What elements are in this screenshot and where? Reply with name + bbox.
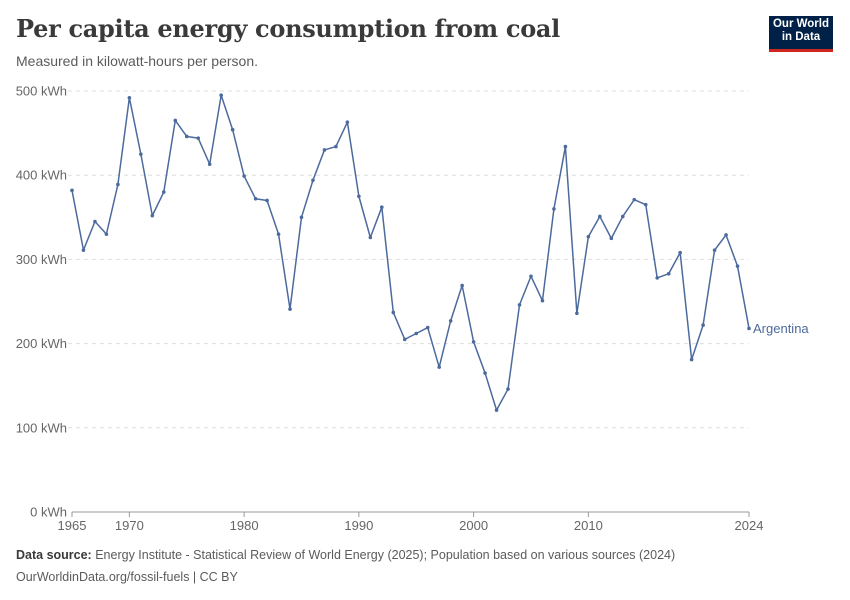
data-point	[219, 93, 223, 98]
data-point	[150, 213, 155, 218]
data-point	[70, 188, 74, 193]
data-point	[735, 264, 740, 268]
data-points	[70, 93, 751, 412]
x-axis-ticks: 1965 1970 1980 1990 2000 2010 2024	[58, 512, 764, 533]
data-point	[414, 331, 419, 336]
data-point	[276, 232, 281, 236]
data-source-label: Data source:	[16, 548, 92, 562]
data-point	[448, 319, 453, 323]
data-point	[196, 136, 201, 140]
data-point	[517, 303, 522, 307]
x-tick-label: 2024	[735, 518, 764, 533]
data-point	[162, 190, 166, 194]
data-point	[678, 250, 682, 255]
data-point	[357, 194, 361, 199]
data-point	[724, 233, 728, 237]
data-point	[471, 340, 476, 344]
data-point	[93, 219, 97, 224]
data-point	[288, 307, 292, 311]
data-point	[116, 182, 120, 187]
data-point	[334, 144, 338, 149]
data-point	[540, 298, 545, 303]
chart-title: Per capita energy consumption from coal	[16, 14, 560, 43]
x-tick-label: 1990	[344, 518, 373, 533]
y-tick-label: 200 kWh	[16, 336, 67, 351]
logo-line-2: in Data	[781, 31, 821, 43]
data-point	[494, 408, 499, 412]
data-point	[747, 326, 751, 331]
data-point	[391, 310, 396, 315]
y-tick-label: 100 kWh	[16, 420, 67, 435]
x-tick-label: 1965	[58, 518, 87, 533]
data-point	[529, 274, 533, 279]
data-point	[712, 248, 717, 252]
data-point	[609, 236, 614, 241]
data-point	[299, 215, 304, 220]
data-point	[253, 196, 258, 201]
data-point	[184, 134, 189, 139]
data-point	[689, 357, 694, 362]
data-point	[173, 118, 178, 123]
data-point	[598, 214, 602, 219]
y-axis-ticks: 0 kWh 100 kWh 200 kWh 300 kWh 400 kWh 500 kWh	[16, 84, 67, 520]
data-point	[655, 276, 659, 280]
series-labels: Argentina	[753, 321, 809, 336]
y-tick-label: 500 kWh	[16, 84, 67, 99]
data-point	[380, 205, 384, 209]
data-point	[506, 387, 510, 391]
data-point	[311, 178, 315, 183]
data-point	[666, 271, 671, 276]
data-point	[632, 197, 637, 202]
data-point	[701, 323, 705, 327]
series-label: Argentina	[753, 321, 809, 336]
data-point	[139, 152, 143, 156]
x-tick-label: 2000	[459, 518, 488, 533]
x-tick-label: 2010	[574, 518, 603, 533]
data-point	[345, 120, 350, 124]
data-point	[242, 174, 246, 178]
data-source-text: Energy Institute - Statistical Review of…	[91, 548, 676, 562]
data-point	[207, 162, 212, 167]
data-point	[460, 283, 464, 288]
data-point	[643, 202, 648, 207]
x-tick-label: 1970	[115, 518, 144, 533]
data-point	[104, 232, 109, 236]
data-point	[265, 198, 269, 203]
owid-logo[interactable]: Our World in Data	[769, 16, 833, 52]
data-point	[81, 248, 86, 252]
license-link[interactable]: OurWorldinData.org/fossil-fuels | CC BY	[16, 570, 238, 584]
data-source-footer: Data source: Energy Institute - Statisti…	[16, 548, 675, 562]
data-point	[437, 365, 441, 369]
data-point	[552, 207, 556, 211]
chart-subtitle: Measured in kilowatt-hours per person.	[16, 53, 259, 69]
x-tick-label: 1980	[230, 518, 259, 533]
y-tick-label: 300 kWh	[16, 252, 67, 267]
data-point	[230, 127, 235, 132]
data-point	[575, 311, 579, 316]
data-point	[620, 214, 625, 219]
logo-line-1: Our World	[772, 18, 829, 30]
data-point	[322, 148, 327, 152]
series-lines[interactable]	[71, 94, 750, 411]
data-point	[127, 95, 132, 100]
y-tick-label: 0 kWh	[30, 505, 67, 520]
data-point	[368, 235, 373, 240]
y-tick-label: 400 kWh	[16, 168, 67, 183]
data-point	[563, 144, 568, 149]
grid-lines	[68, 90, 749, 513]
data-point	[483, 371, 487, 375]
series-line-argentina[interactable]	[71, 94, 750, 411]
data-point	[586, 234, 591, 239]
data-point	[402, 337, 407, 342]
data-point	[425, 325, 430, 330]
